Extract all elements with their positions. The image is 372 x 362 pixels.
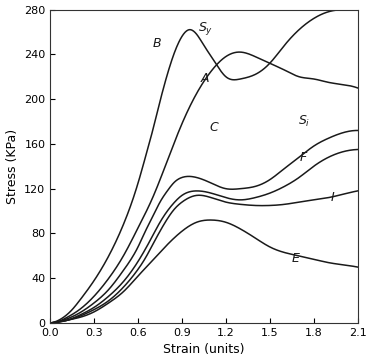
Text: $I$: $I$ [330,191,336,204]
Text: $S_i$: $S_i$ [298,114,310,129]
Text: $E$: $E$ [291,252,301,265]
Text: $S_y$: $S_y$ [198,20,213,37]
Text: $F$: $F$ [299,151,308,164]
X-axis label: Strain (units): Strain (units) [163,344,245,357]
Text: $B$: $B$ [152,37,162,50]
Text: $A$: $A$ [200,72,211,85]
Text: $C$: $C$ [209,121,219,134]
Y-axis label: Stress (KPa): Stress (KPa) [6,129,19,204]
